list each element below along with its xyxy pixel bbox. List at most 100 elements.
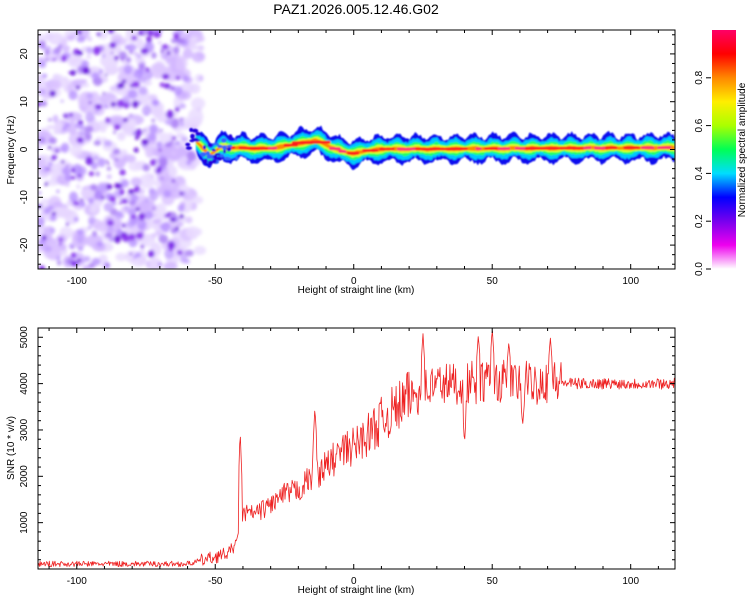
noise-blob (86, 54, 92, 60)
noise-core (134, 135, 140, 140)
noise-blob (128, 200, 136, 206)
noise-core (107, 30, 115, 34)
noise-blob (149, 124, 158, 134)
noise-core (51, 211, 57, 216)
noise-core (135, 232, 144, 240)
noise-blob (48, 118, 52, 122)
noise-blob (38, 61, 47, 69)
noise-core (102, 92, 106, 95)
noise-blob (38, 137, 46, 143)
noise-blob (123, 64, 133, 75)
noise-blob (41, 46, 47, 50)
noise-blob (38, 40, 46, 49)
noise-core (39, 204, 42, 207)
noise-core (44, 182, 48, 187)
transition-speckle (189, 127, 194, 133)
transition-speckle (207, 143, 212, 148)
transition-speckle (226, 147, 232, 152)
noise-core (118, 201, 123, 205)
noise-core (80, 198, 84, 202)
transition-speckle (235, 156, 239, 161)
spectrogram-signal-track (185, 125, 675, 171)
noise-blob (54, 120, 63, 132)
signal-core-segment (583, 146, 592, 150)
noise-blob (38, 216, 45, 227)
signal-core-segment (605, 146, 618, 150)
noise-blob (45, 209, 51, 214)
spectrogram-x-tick-label: 0 (351, 276, 357, 287)
transition-speckle (211, 148, 216, 152)
signal-core-segment (250, 146, 271, 150)
noise-core (179, 214, 184, 219)
noise-blob (118, 51, 128, 60)
noise-blob (64, 111, 83, 122)
transition-speckle (211, 159, 217, 164)
noise-blob (45, 45, 51, 51)
noise-core (122, 118, 129, 123)
noise-core (171, 179, 176, 183)
noise-core (167, 211, 171, 216)
snr-y-tick-label: 1000 (19, 511, 30, 534)
signal-core-segment (475, 147, 482, 151)
noise-blob (69, 144, 83, 157)
noise-blob (151, 99, 160, 107)
noise-blob (174, 140, 181, 146)
noise-blob (184, 249, 194, 257)
transition-speckle (195, 131, 201, 136)
snr-series-line (38, 330, 675, 568)
spectrogram-y-axis-label: Frequency (Hz) (6, 116, 17, 185)
noise-core (174, 106, 180, 113)
noise-blob (66, 35, 76, 40)
chart-title: PAZ1.2026.005.12.46.G02 (273, 1, 439, 17)
colorbar-gradient (712, 30, 736, 269)
noise-core (58, 242, 62, 246)
noise-blob (52, 114, 59, 123)
noise-blob (98, 254, 108, 265)
noise-blob (163, 190, 172, 198)
noise-blob (71, 31, 78, 36)
noise-core (114, 182, 122, 189)
noise-blob (80, 79, 88, 83)
signal-core-segment (415, 147, 435, 151)
noise-blob (44, 31, 54, 41)
noise-core (147, 252, 153, 257)
noise-core (69, 112, 73, 117)
spectrogram-y-tick-label: 20 (19, 48, 30, 60)
noise-blob (93, 140, 102, 146)
noise-core (71, 246, 75, 249)
noise-blob (116, 131, 126, 141)
snr-x-ticks: -100 -50 0 50 100 (48, 328, 659, 587)
noise-blob (182, 246, 187, 252)
noise-core (137, 30, 144, 36)
noise-blob (60, 99, 64, 103)
noise-core (61, 159, 65, 164)
noise-core (77, 119, 84, 125)
noise-core (109, 42, 117, 49)
noise-core (105, 159, 109, 163)
noise-blob (96, 192, 102, 199)
noise-blob (110, 51, 115, 55)
noise-blob (176, 38, 182, 44)
noise-core (106, 183, 113, 190)
noise-core (133, 147, 139, 153)
noise-core (41, 235, 47, 241)
signal-core-segment (396, 147, 418, 151)
noise-blob (176, 221, 184, 228)
noise-core (171, 86, 174, 90)
noise-blob (128, 160, 143, 172)
noise-blob (101, 53, 106, 58)
noise-core (75, 85, 81, 90)
noise-core (38, 102, 42, 107)
snr-y-tick-label: 2000 (19, 465, 30, 488)
signal-core-segment (640, 146, 655, 150)
noise-blob (44, 96, 49, 101)
snr-y-tick-label: 3000 (19, 418, 30, 441)
noise-blob (155, 203, 167, 218)
colorbar-tick-label: 0.8 (694, 70, 705, 84)
noise-core (135, 128, 143, 137)
noise-blob (193, 196, 204, 204)
noise-blob (186, 160, 192, 166)
spectrogram-x-tick-label: 50 (487, 276, 499, 287)
noise-blob (174, 144, 180, 149)
noise-blob (78, 130, 85, 137)
